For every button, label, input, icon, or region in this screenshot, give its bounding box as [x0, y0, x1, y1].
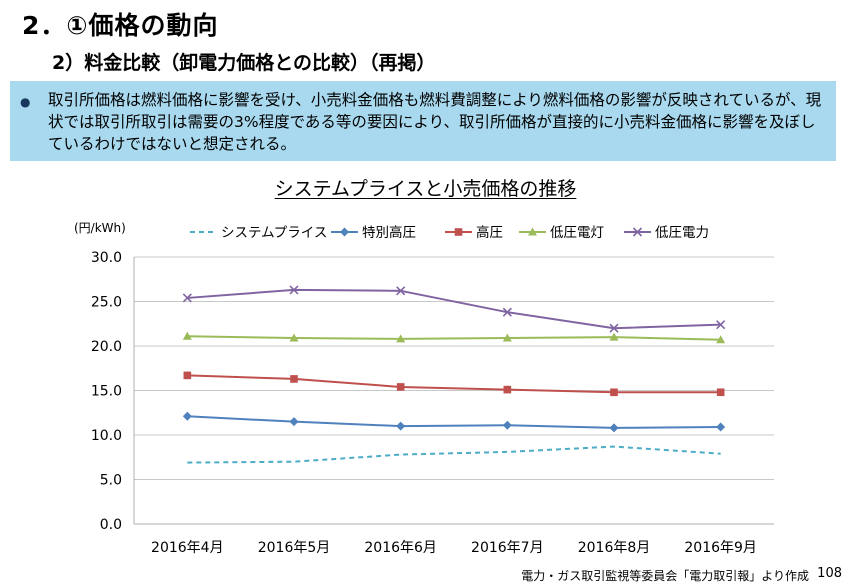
legend-label: 特別高圧 [362, 224, 416, 241]
data-point [609, 323, 619, 333]
data-point [716, 422, 726, 432]
data-point [396, 286, 406, 296]
series-line-0 [187, 445, 721, 464]
legend-marker [340, 227, 349, 237]
y-tick-label: 20.0 [91, 339, 122, 355]
x-tick-label: 2016年4月 [151, 540, 224, 556]
series-line-4 [187, 288, 721, 330]
data-point [396, 421, 406, 431]
series-line-1 [187, 415, 721, 429]
x-tick-label: 2016年9月 [684, 540, 757, 556]
data-point [183, 371, 192, 380]
legend-label: 低圧電灯 [550, 225, 604, 241]
slide-subheading: 2）料金比較（卸電力価格との比較）（再掲） [52, 52, 436, 74]
summary-box [10, 81, 836, 161]
chart-title: システムプライスと小売価格の推移 [274, 178, 577, 200]
legend-marker [528, 227, 537, 236]
data-point [289, 333, 299, 342]
legend-label: 高圧 [476, 224, 503, 241]
data-point [610, 388, 618, 397]
y-tick-label: 15.0 [91, 384, 122, 400]
x-tick-label: 2016年7月 [471, 540, 544, 556]
page-number: 108 [817, 566, 842, 581]
series-line-3 [187, 335, 721, 341]
legend-label: 低圧電力 [655, 225, 709, 241]
data-point [502, 333, 512, 342]
y-tick-label: 0.0 [100, 517, 122, 533]
data-point [503, 385, 512, 394]
x-tick-label: 2016年6月 [364, 540, 437, 556]
legend-marker [632, 227, 643, 237]
data-point [716, 335, 726, 344]
data-point [609, 332, 619, 341]
source-note: 電力・ガス取引監視等委員会「電力取引報」より作成 [521, 569, 809, 583]
data-point [716, 388, 725, 397]
data-point [502, 420, 512, 430]
data-point [716, 320, 726, 330]
data-point [182, 331, 192, 340]
y-tick-label: 10.0 [91, 428, 122, 444]
data-point [396, 383, 405, 391]
series-line-2 [187, 374, 721, 394]
summary-text: 取引所価格は燃料価格に影響を受け、小売料金価格も燃料費調整により燃料価格の影響が… [48, 91, 822, 153]
data-point [182, 293, 192, 303]
x-tick-label: 2016年5月 [258, 540, 331, 556]
y-tick-label: 30.0 [91, 250, 122, 266]
data-point [290, 375, 298, 383]
data-point [182, 411, 192, 421]
data-point [396, 334, 406, 343]
legend-marker [454, 228, 463, 236]
data-point [289, 417, 299, 427]
y-tick-label: 25.0 [91, 295, 122, 311]
data-point [609, 423, 619, 433]
legend-label: システムプライス [221, 225, 327, 241]
bullet-icon: ● [20, 95, 31, 109]
y-unit-label: (円/kWh) [74, 221, 126, 235]
y-tick-label: 5.0 [100, 473, 122, 489]
slide-heading: 2．①価格の動向 [22, 11, 219, 40]
data-point [502, 307, 512, 317]
data-point [289, 285, 299, 295]
x-tick-label: 2016年8月 [578, 540, 651, 556]
